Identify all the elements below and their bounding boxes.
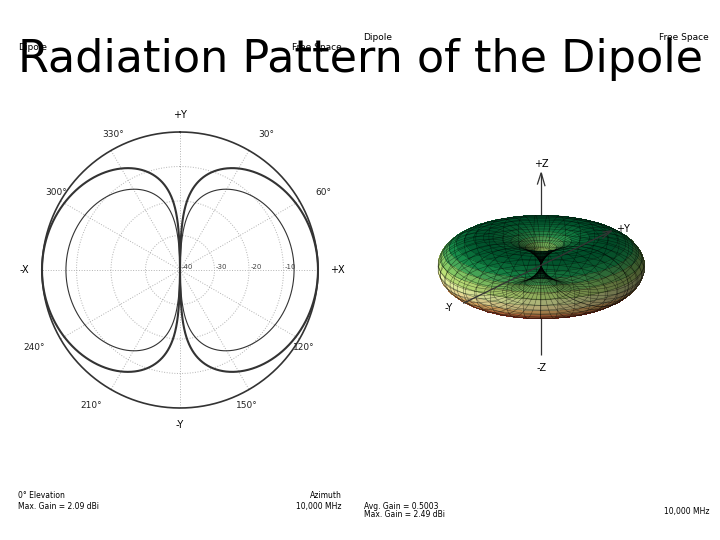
Text: Max. Gain = 2.49 dBi: Max. Gain = 2.49 dBi	[364, 510, 445, 519]
Text: 10,000 MHz: 10,000 MHz	[664, 507, 709, 516]
Text: 120°: 120°	[294, 343, 315, 353]
Text: -10: -10	[285, 264, 297, 270]
Text: 150°: 150°	[236, 401, 258, 409]
Text: Dipole: Dipole	[18, 43, 47, 52]
Text: -20: -20	[251, 264, 262, 270]
Text: Free Space: Free Space	[292, 43, 342, 52]
Text: Radiation Pattern of the Dipole: Radiation Pattern of the Dipole	[17, 38, 703, 81]
Text: Dipole: Dipole	[364, 32, 392, 42]
Text: Free Space: Free Space	[660, 32, 709, 42]
Text: 330°: 330°	[102, 131, 124, 139]
Text: 0° Elevation
Max. Gain = 2.09 dBi: 0° Elevation Max. Gain = 2.09 dBi	[18, 491, 99, 511]
Text: +X: +X	[330, 265, 345, 275]
Text: +Y: +Y	[173, 110, 187, 119]
Text: Avg. Gain = 0.5003: Avg. Gain = 0.5003	[364, 502, 438, 511]
Text: -Y: -Y	[176, 421, 184, 430]
Text: Azimuth
10,000 MHz: Azimuth 10,000 MHz	[297, 491, 342, 511]
Text: 240°: 240°	[24, 343, 45, 353]
Text: -X: -X	[20, 265, 30, 275]
Text: 60°: 60°	[315, 187, 331, 197]
Text: -30: -30	[216, 264, 228, 270]
Text: 30°: 30°	[258, 131, 274, 139]
Text: 210°: 210°	[81, 401, 102, 409]
Text: 300°: 300°	[45, 187, 67, 197]
Text: -40: -40	[181, 264, 193, 270]
